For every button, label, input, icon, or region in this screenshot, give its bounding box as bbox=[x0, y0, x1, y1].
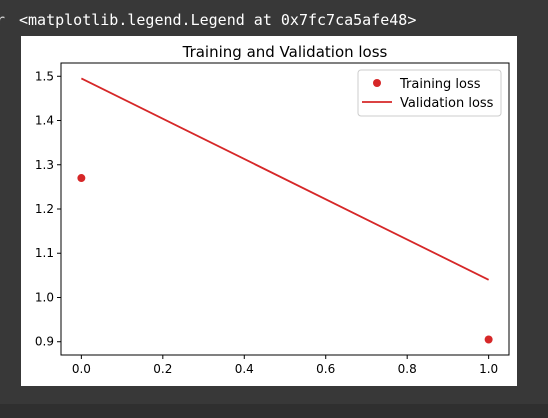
y-tick-label: 1.3 bbox=[35, 158, 54, 172]
output-prompt: r bbox=[0, 11, 6, 29]
legend-box bbox=[357, 69, 502, 117]
x-tick-label: 0.4 bbox=[235, 362, 254, 376]
x-tick-label: 0.6 bbox=[316, 362, 335, 376]
x-tick-label: 1.0 bbox=[479, 362, 498, 376]
legend-label-validation: Validation loss bbox=[400, 96, 494, 111]
y-tick-label: 0.9 bbox=[35, 335, 54, 349]
legend: Training loss Validation loss bbox=[357, 69, 502, 117]
training-loss-point bbox=[484, 335, 493, 344]
y-tick-label: 1.2 bbox=[35, 202, 54, 216]
figure-canvas: Training and Validation loss 0.0 0.2 0.4 0.… bbox=[21, 36, 517, 386]
output-repr-text: <matplotlib.legend.Legend at 0x7fc7ca5af… bbox=[19, 11, 417, 29]
validation-loss-line bbox=[80, 77, 490, 281]
y-tick-label: 1.5 bbox=[35, 69, 54, 83]
x-tick-label: 0.0 bbox=[72, 362, 91, 376]
y-tick-label: 1.0 bbox=[35, 290, 54, 304]
legend-label-training: Training loss bbox=[399, 77, 481, 92]
loss-chart: Training and Validation loss 0.0 0.2 0.4 0.… bbox=[35, 43, 510, 376]
y-tick-label: 1.1 bbox=[35, 246, 54, 260]
x-tick-label: 0.8 bbox=[398, 362, 417, 376]
legend-marker-training bbox=[373, 79, 381, 87]
plot-frame bbox=[60, 62, 510, 356]
bottom-bar bbox=[0, 404, 548, 418]
y-tick-label: 1.4 bbox=[35, 114, 54, 128]
chart-title: Training and Validation loss bbox=[182, 43, 388, 61]
x-tick-label: 0.2 bbox=[153, 362, 172, 376]
training-loss-point bbox=[77, 174, 86, 183]
